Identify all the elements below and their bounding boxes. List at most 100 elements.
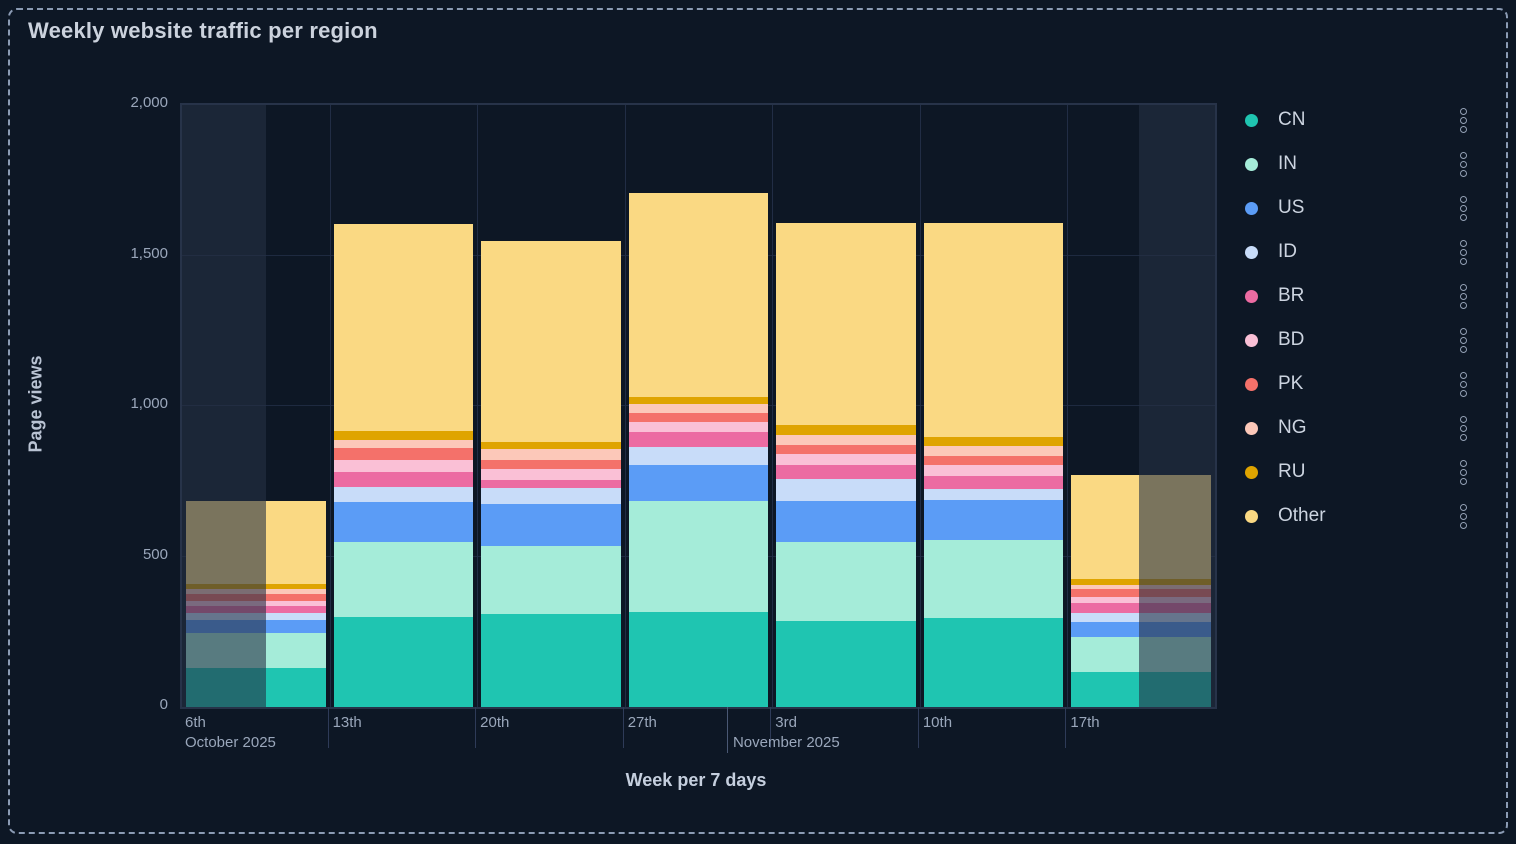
bar-segment-ng[interactable] <box>923 445 1064 456</box>
legend-label[interactable]: PK <box>1278 373 1304 394</box>
y-tick-label: 2,000 <box>130 94 168 111</box>
bar-segment-id[interactable] <box>333 486 474 503</box>
legend-item-ru[interactable]: RU <box>1245 459 1473 486</box>
kebab-menu-icon[interactable] <box>1460 107 1467 134</box>
legend-item-in[interactable]: IN <box>1245 151 1473 178</box>
kebab-menu-icon[interactable] <box>1460 415 1467 442</box>
kebab-menu-icon[interactable] <box>1460 195 1467 222</box>
bar-segment-br[interactable] <box>628 432 769 447</box>
bar-segment-cn[interactable] <box>333 616 474 707</box>
legend-item-id[interactable]: ID <box>1245 239 1473 266</box>
bar-segment-other[interactable] <box>481 240 621 442</box>
bar-segment-ru[interactable] <box>628 397 769 404</box>
bar-segment-pk[interactable] <box>923 455 1064 466</box>
kebab-menu-icon[interactable] <box>1460 239 1467 266</box>
bar-segment-id[interactable] <box>481 488 621 504</box>
bar-segment-pk[interactable] <box>628 413 769 423</box>
kebab-menu-icon[interactable] <box>1460 283 1467 310</box>
x-tick-label: 13th <box>332 714 362 731</box>
bar-segment-in[interactable] <box>628 501 769 612</box>
kebab-menu-icon[interactable] <box>1460 503 1467 530</box>
kebab-menu-icon[interactable] <box>1460 327 1467 354</box>
bar-oct-27[interactable] <box>628 192 769 707</box>
legend-item-pk[interactable]: PK <box>1245 371 1473 398</box>
bar-oct-20[interactable] <box>481 240 621 707</box>
x-tick-label: 20th <box>480 714 510 731</box>
y-tick-label: 0 <box>159 696 168 713</box>
legend-label[interactable]: RU <box>1278 461 1306 482</box>
bar-segment-br[interactable] <box>481 479 621 489</box>
bar-segment-br[interactable] <box>923 476 1064 489</box>
bar-segment-id[interactable] <box>923 488 1064 500</box>
kebab-menu-icon[interactable] <box>1460 371 1467 398</box>
bar-segment-bd[interactable] <box>628 422 769 433</box>
legend-label[interactable]: ID <box>1278 241 1297 262</box>
bar-segment-id[interactable] <box>628 446 769 466</box>
bar-segment-in[interactable] <box>923 539 1064 619</box>
legend-label[interactable]: Other <box>1278 505 1326 526</box>
bar-segment-in[interactable] <box>776 542 916 622</box>
bar-segment-in[interactable] <box>481 545 621 614</box>
x-tick-label: 27th <box>627 714 657 731</box>
bar-segment-us[interactable] <box>628 465 769 502</box>
legend-label[interactable]: IN <box>1278 153 1297 174</box>
bar-segment-ng[interactable] <box>776 435 916 445</box>
x-axis-tick-mark <box>475 707 477 748</box>
x-axis-tick-mark <box>770 707 772 748</box>
x-tick-label: 6th <box>185 714 206 731</box>
bar-segment-pk[interactable] <box>333 448 474 461</box>
legend-item-cn[interactable]: CN <box>1245 107 1473 134</box>
legend-item-other[interactable]: Other <box>1245 503 1473 530</box>
legend-color-dot <box>1245 333 1258 347</box>
legend-label[interactable]: CN <box>1278 109 1306 130</box>
bar-segment-ng[interactable] <box>628 403 769 414</box>
legend-label[interactable]: BD <box>1278 329 1305 350</box>
legend-item-us[interactable]: US <box>1245 195 1473 222</box>
bar-segment-us[interactable] <box>776 501 916 543</box>
bar-segment-ng[interactable] <box>333 440 474 449</box>
legend-color-dot <box>1245 157 1258 171</box>
legend-label[interactable]: NG <box>1278 417 1307 438</box>
legend-color-dot <box>1245 245 1258 259</box>
bar-nov-3[interactable] <box>776 223 916 707</box>
bar-segment-bd[interactable] <box>776 453 916 465</box>
legend-label[interactable]: BR <box>1278 285 1305 306</box>
bar-segment-ru[interactable] <box>333 431 474 441</box>
bar-segment-pk[interactable] <box>776 444 916 454</box>
legend-item-ng[interactable]: NG <box>1245 415 1473 442</box>
bar-nov-10[interactable] <box>923 223 1064 707</box>
bar-oct-13[interactable] <box>333 223 474 707</box>
kebab-menu-icon[interactable] <box>1460 151 1467 178</box>
bar-segment-other[interactable] <box>923 223 1064 438</box>
bar-segment-ru[interactable] <box>923 437 1064 446</box>
bar-segment-in[interactable] <box>333 542 474 617</box>
bar-segment-cn[interactable] <box>776 621 916 707</box>
bar-segment-pk[interactable] <box>481 459 621 469</box>
bar-segment-ng[interactable] <box>481 449 621 460</box>
bar-segment-bd[interactable] <box>333 460 474 472</box>
bar-segment-ru[interactable] <box>776 425 916 436</box>
legend-color-dot <box>1245 421 1258 435</box>
bar-segment-cn[interactable] <box>923 618 1064 707</box>
bar-segment-id[interactable] <box>776 478 916 502</box>
legend-item-bd[interactable]: BD <box>1245 327 1473 354</box>
bar-segment-bd[interactable] <box>481 468 621 480</box>
bar-segment-cn[interactable] <box>628 611 769 707</box>
bar-segment-br[interactable] <box>776 464 916 479</box>
bar-segment-cn[interactable] <box>481 613 621 707</box>
bar-segment-us[interactable] <box>481 503 621 546</box>
x-gridline <box>477 105 479 707</box>
bar-segment-ru[interactable] <box>481 441 621 450</box>
kebab-menu-icon[interactable] <box>1460 459 1467 486</box>
bar-segment-br[interactable] <box>333 471 474 487</box>
bar-segment-bd[interactable] <box>923 465 1064 477</box>
bar-segment-other[interactable] <box>628 192 769 398</box>
legend-item-br[interactable]: BR <box>1245 283 1473 310</box>
bar-segment-other[interactable] <box>776 223 916 426</box>
x-gridline <box>772 105 774 707</box>
bar-segment-other[interactable] <box>333 223 474 432</box>
bar-segment-us[interactable] <box>333 502 474 543</box>
legend-label[interactable]: US <box>1278 197 1305 218</box>
bar-segment-us[interactable] <box>923 499 1064 540</box>
